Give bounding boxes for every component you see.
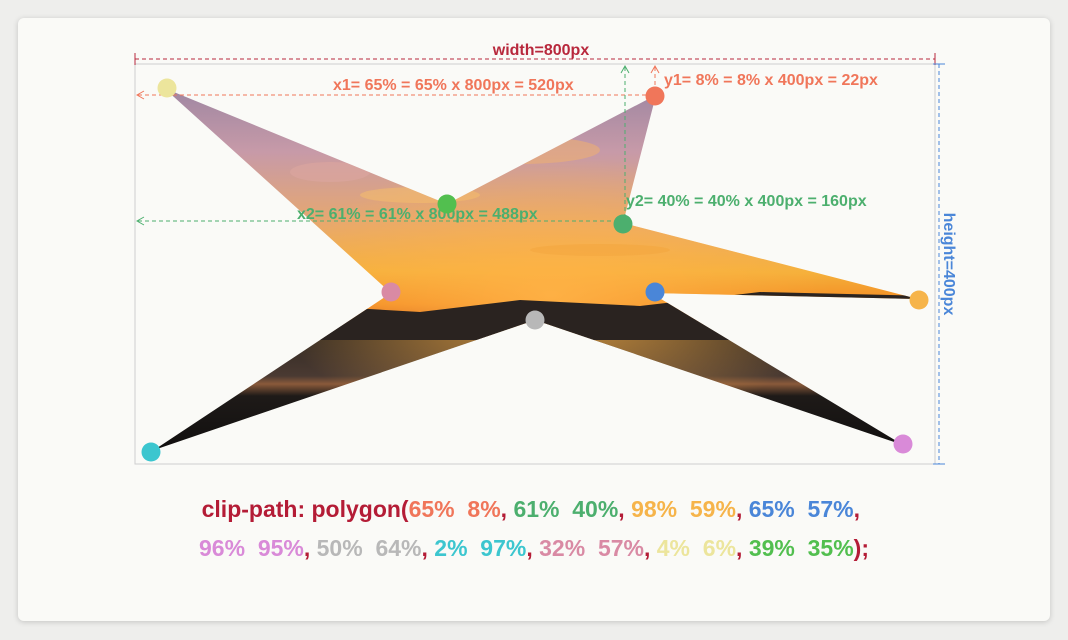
code-point-3: 98% 59%, <box>631 496 749 522</box>
code-point-5: 96% 95%, <box>199 535 317 561</box>
vertex-7-dot <box>141 442 161 462</box>
width-label: width=800px <box>492 42 590 59</box>
vertex-9-dot <box>157 78 177 98</box>
width-dimension: width=800px <box>134 42 936 65</box>
code-line-2: 96% 95%, 50% 64%, 2% 97%, 32% 57%, 4% 6%… <box>0 529 1068 568</box>
vertex-3-dot <box>909 290 929 310</box>
code-point-8: 32% 57%, <box>539 535 657 561</box>
code-point-6: 50% 64%, <box>316 535 435 561</box>
height-dimension: height=400px <box>933 63 957 465</box>
code-point-2: 61% 40%, <box>513 496 632 522</box>
code-point-7: 2% 97%, <box>434 535 540 561</box>
vertex-4-dot <box>645 282 665 302</box>
point1-guides: x1= 65% = 65% x 800px = 520px y1= 8% = 8… <box>135 64 878 100</box>
vertex-markers <box>141 78 929 462</box>
x2-label: x2= 61% = 61% x 800px = 488px <box>297 206 538 223</box>
height-label: height=400px <box>940 213 957 316</box>
code-point-9: 4% 6%, <box>656 535 749 561</box>
vertex-10-dot <box>437 194 457 214</box>
y2-label: y2= 40% = 40% x 400px = 160px <box>626 193 867 210</box>
clip-path-code: clip-path: polygon(65% 8%, 61% 40%, 98% … <box>0 490 1068 568</box>
vertex-2-dot <box>613 214 633 234</box>
vertex-1-dot <box>645 86 665 106</box>
code-point-4: 65% 57%, <box>748 496 867 522</box>
point2-guides: x2= 61% = 61% x 800px = 488px y2= 40% = … <box>135 64 867 226</box>
vertex-6-dot <box>525 310 545 330</box>
vertex-5-dot <box>893 434 913 454</box>
clipped-sunset-image <box>154 88 918 450</box>
x1-label: x1= 65% = 65% x 800px = 520px <box>333 77 574 94</box>
vertex-8-dot <box>381 282 401 302</box>
code-point-10: 39% 35% <box>748 535 854 561</box>
code-suffix: ); <box>853 535 869 561</box>
element-bounds <box>134 63 936 465</box>
code-point-1: 65% 8%, <box>408 496 514 522</box>
code-line-1: clip-path: polygon(65% 8%, 61% 40%, 98% … <box>0 490 1068 529</box>
code-prefix: clip-path: polygon( <box>201 496 409 522</box>
y1-label: y1= 8% = 8% x 400px = 22px <box>664 72 878 89</box>
